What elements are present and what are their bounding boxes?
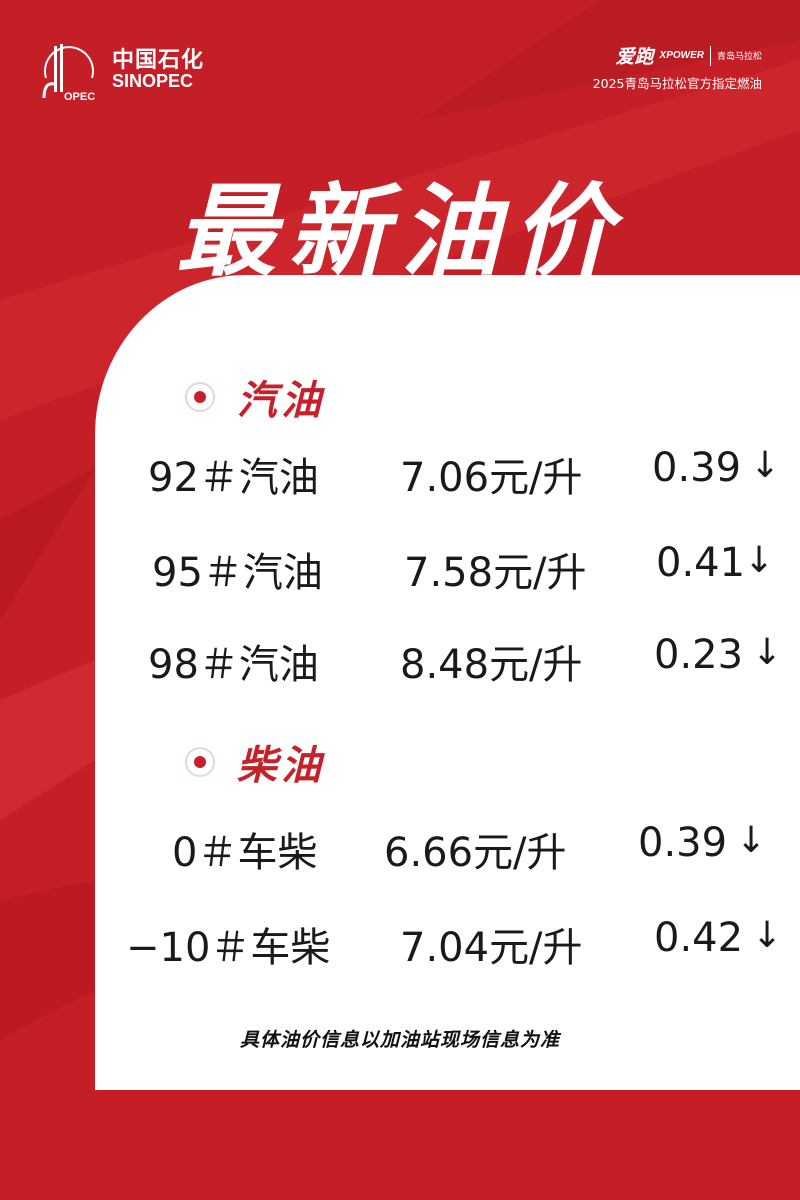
arrow-down-icon: ↓ [736,820,767,861]
aipao-logo: 爱跑 [615,46,654,68]
change: 0.39 [652,445,742,491]
grade: 98＃汽油 [148,642,319,688]
change: 0.23 [654,632,744,678]
price: 6.66元/升 [384,830,567,876]
change: 0.39 [638,820,728,866]
price-row: 0＃车柴 6.66元/升 0.39 ↓ [0,820,800,880]
price: 7.58元/升 [404,550,587,596]
price-row: −10＃车柴 7.04元/升 0.42 ↓ [0,915,800,975]
bullet-icon [185,747,215,777]
arrow-down-icon: ↓ [744,540,775,581]
bullet-icon [185,382,215,412]
page-title: 最新油价 [176,172,624,290]
sinopec-logo: OPEC 中国石化 SINOPEC [40,38,204,102]
xpower-logo: XPOWER [659,50,704,61]
price-row: 98＃汽油 8.48元/升 0.23 ↓ [0,632,800,692]
arrow-down-icon: ↓ [750,445,781,486]
sinopec-emblem-icon: OPEC [42,44,95,102]
section-title: 柴油 [237,743,325,789]
partner-logos: 爱跑 XPOWER 青岛马拉松 2025青岛马拉松官方指定燃油 [593,42,762,92]
change: 0.42 [654,915,744,961]
section-title: 汽油 [237,378,325,424]
tagline: 2025青岛马拉松官方指定燃油 [592,76,762,91]
sinopec-en-name: SINOPEC [112,71,194,92]
price-row: 95＃汽油 7.58元/升 0.41 ↓ [0,540,800,600]
price-panel [95,275,800,1090]
change: 0.41 [656,540,746,586]
price: 7.04元/升 [400,925,583,971]
divider [709,45,711,66]
arrow-down-icon: ↓ [752,915,783,956]
section-gasoline-header: 汽油 [185,368,325,426]
grade: 92＃汽油 [148,455,319,501]
qingdao-marathon-logo: 青岛马拉松 [716,52,762,62]
section-diesel-header: 柴油 [185,733,325,791]
arrow-down-icon: ↓ [752,632,783,673]
grade: 0＃车柴 [172,830,318,876]
price: 8.48元/升 [400,642,583,688]
price-row: 92＃汽油 7.06元/升 0.39 ↓ [0,445,800,505]
grade: −10＃车柴 [126,925,331,971]
sinopec-cn-name: 中国石化 [112,48,205,73]
price: 7.06元/升 [400,455,583,501]
disclaimer-note: 具体油价信息以加油站现场信息为准 [239,1029,560,1051]
grade: 95＃汽油 [152,550,323,596]
svg-text:OPEC: OPEC [64,91,95,102]
